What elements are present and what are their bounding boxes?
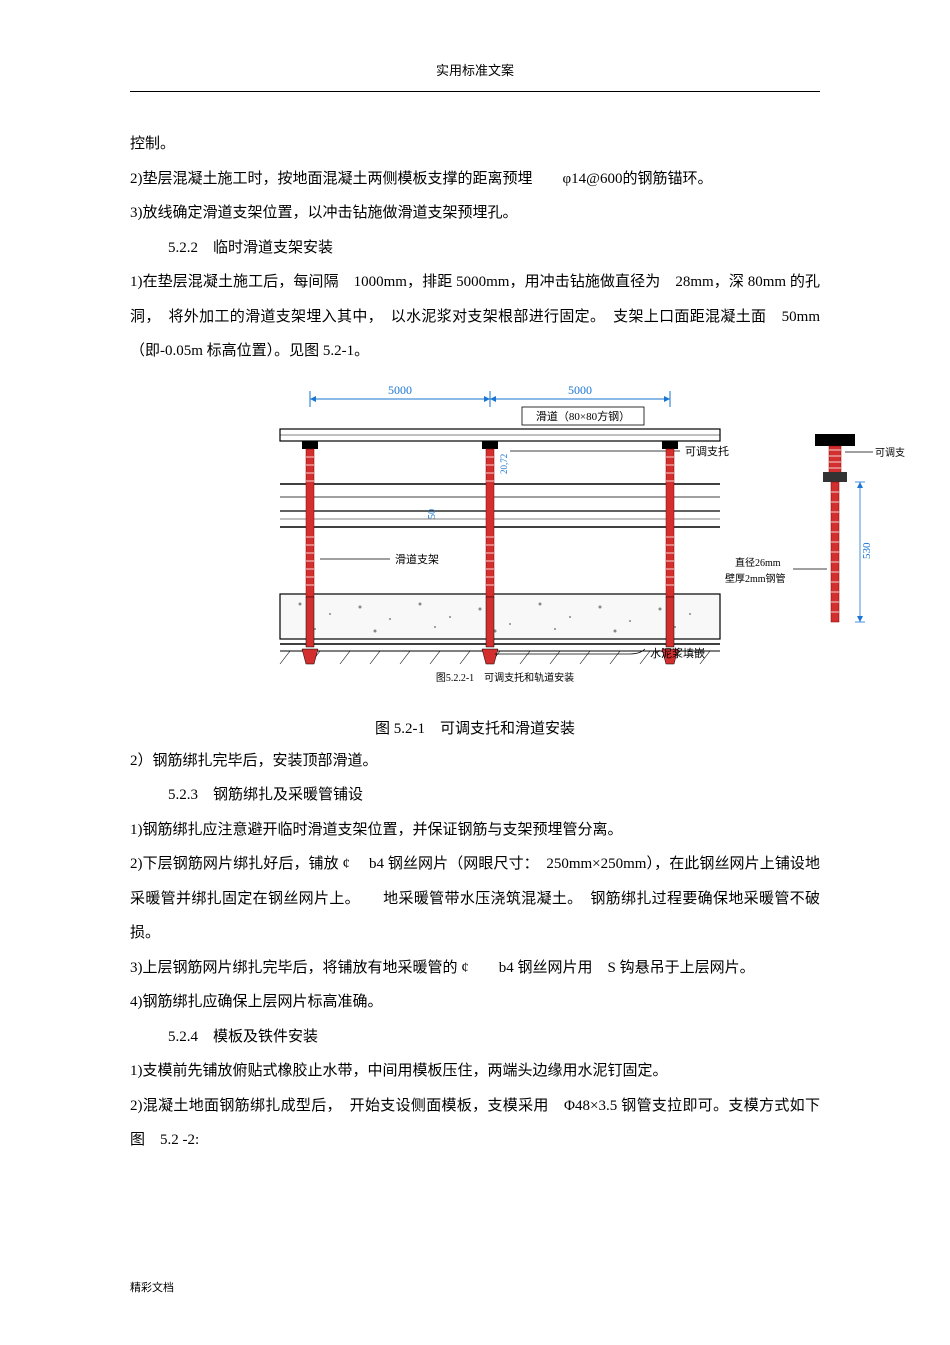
- footer-text: 精彩文档: [130, 1279, 174, 1295]
- paragraph-1: 控制。: [130, 127, 820, 162]
- figure-detail-svg: 可调支托 直径26mm 壁厚2mm钢管 530: [695, 414, 905, 644]
- svg-text:5000: 5000: [568, 383, 592, 397]
- svg-text:壁厚2mm钢管: 壁厚2mm钢管: [725, 572, 786, 585]
- svg-text:可调支托: 可调支托: [875, 446, 905, 459]
- concrete-base: [280, 594, 720, 639]
- slide-label: 滑道（80×80方钢）: [522, 407, 644, 425]
- paragraph-2: 2)垫层混凝土施工时，按地面混凝土两侧模板支撑的距离预埋 φ14@600的钢筋锚…: [130, 162, 820, 197]
- svg-text:水泥浆填嵌: 水泥浆填嵌: [650, 646, 705, 660]
- dim-line-top: 5000 5000: [310, 383, 670, 407]
- svg-text:5000: 5000: [388, 383, 412, 397]
- cement-leader: 水泥浆填嵌: [495, 646, 705, 660]
- figure-caption-5-2-1: 图 5.2-1 可调支托和滑道安装: [130, 714, 820, 744]
- detail-thread: [829, 446, 841, 476]
- svg-text:50: 50: [427, 509, 438, 519]
- detail-adj-leader: 可调支托: [845, 446, 905, 459]
- svg-text:滑道（80×80方钢）: 滑道（80×80方钢）: [536, 409, 630, 423]
- paragraph-11: 2)混凝土地面钢筋绑扎成型后， 开始支设侧面模板，支模采用 Φ48×3.5 钢管…: [130, 1089, 820, 1158]
- paragraph-7: 2)下层钢筋网片绑扎好后，铺放 ¢ b4 钢丝网片（网眼尺寸： 250mm×25…: [130, 847, 820, 951]
- header-rule: [130, 91, 820, 92]
- figure-main-svg: 5000 5000 滑道（80×80方钢） 可调支托: [260, 379, 750, 699]
- detail-pipe-label: 直径26mm 壁厚2mm钢管: [725, 556, 827, 585]
- svg-text:20,72: 20,72: [499, 453, 509, 473]
- paragraph-9: 4)钢筋绑扎应确保上层网片标高准确。: [130, 985, 820, 1020]
- slab-layers: [280, 484, 720, 527]
- svg-text:滑道支架: 滑道支架: [395, 552, 439, 566]
- paragraph-3: 3)放线确定滑道支架位置，以冲击钻施做滑道支架预埋孔。: [130, 196, 820, 231]
- section-5-2-4-title: 5.2.4 模板及铁件安装: [168, 1020, 820, 1055]
- detail-nut: [823, 472, 847, 482]
- paragraph-4: 1)在垫层混凝土施工后，每间隔 1000mm，排距 5000mm，用冲击钻施做直…: [130, 265, 820, 369]
- paragraph-10: 1)支模前先铺放俯贴式橡胶止水带，中间用模板压住，两端头边缘用水泥钉固定。: [130, 1054, 820, 1089]
- detail-top-cap: [815, 434, 855, 446]
- dim-vertical: 50 20,72: [427, 453, 509, 518]
- detail-dim-530: 530: [855, 482, 873, 622]
- inner-figure-caption: 图5.2.2-1 可调支托和轨道安装: [436, 671, 574, 684]
- slide-frame-label: 滑道支架: [320, 552, 439, 566]
- page-header-title: 实用标准文案: [130, 60, 820, 79]
- paragraph-8: 3)上层钢筋网片绑扎完毕后，将铺放有地采暖管的 ¢ b4 钢丝网片用 S 钩悬吊…: [130, 951, 820, 986]
- section-5-2-2-title: 5.2.2 临时滑道支架安装: [168, 231, 820, 266]
- paragraph-5: 2）钢筋绑扎完毕后，安装顶部滑道。: [130, 744, 820, 779]
- svg-text:直径26mm: 直径26mm: [735, 556, 781, 569]
- svg-text:530: 530: [861, 542, 873, 559]
- paragraph-6: 1)钢筋绑扎应注意避开临时滑道支架位置，并保证钢筋与支架预埋管分离。: [130, 813, 820, 848]
- figure-5-2-1: 5000 5000 滑道（80×80方钢） 可调支托: [130, 379, 820, 709]
- section-5-2-3-title: 5.2.3 钢筋绑扎及采暖管铺设: [168, 778, 820, 813]
